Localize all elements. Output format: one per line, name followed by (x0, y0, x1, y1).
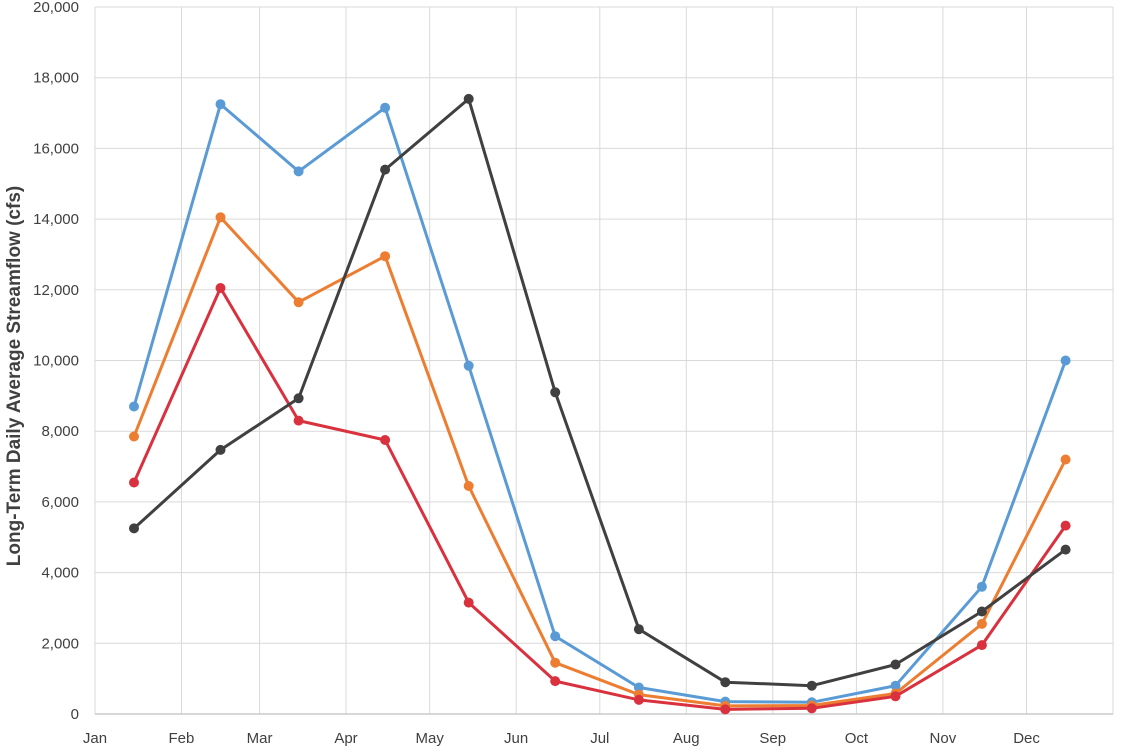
series-line (132, 286, 1067, 711)
series-lines (129, 93, 1071, 715)
y-tick-label: 0 (71, 706, 79, 723)
y-tick-label: 12,000 (33, 282, 79, 299)
data-point (976, 581, 987, 592)
x-tick-label: Dec (1013, 730, 1040, 747)
data-point (380, 435, 391, 445)
gridlines (94, 6, 1114, 715)
data-point (215, 283, 226, 293)
y-tick-label: 20,000 (33, 0, 79, 16)
series-4 (129, 93, 1071, 691)
y-tick-label: 2,000 (41, 635, 79, 652)
y-tick-label: 6,000 (41, 494, 79, 511)
data-point (976, 640, 987, 651)
y-tick-label: 14,000 (33, 211, 79, 228)
y-tick-label: 4,000 (41, 565, 79, 582)
data-point (129, 477, 139, 488)
y-tick-label: 18,000 (33, 70, 79, 87)
data-point (463, 481, 474, 491)
data-point (720, 704, 731, 715)
data-point (129, 523, 139, 534)
data-point (550, 676, 561, 687)
x-tick-label: Jun (504, 730, 528, 747)
data-point (633, 682, 644, 693)
data-point (806, 703, 817, 714)
x-tick-labels: Jan Feb Mar Apr May Jun Jul Aug Sep Oct Nov Dec (83, 730, 1040, 747)
y-tick-labels: 0 2,000 4,000 6,000 8,000 10,000 12,000 14,000 1… (33, 0, 79, 723)
data-point (890, 680, 901, 691)
y-tick-label: 10,000 (33, 353, 79, 370)
data-point (550, 631, 561, 642)
data-point (976, 606, 987, 617)
data-point (1060, 355, 1071, 366)
data-point (380, 251, 391, 262)
series-line (132, 215, 1067, 708)
data-point (720, 677, 731, 688)
data-point (463, 93, 474, 104)
data-point (215, 99, 226, 110)
data-point (293, 297, 304, 308)
x-tick-label: Apr (334, 730, 357, 747)
data-point (1060, 454, 1071, 465)
data-point (976, 618, 987, 629)
x-tick-label: Aug (673, 730, 700, 747)
data-point (550, 657, 561, 668)
data-point (806, 680, 817, 691)
data-point (633, 624, 644, 635)
x-tick-label: May (416, 730, 445, 747)
series-line (132, 102, 1068, 704)
data-point (550, 387, 561, 398)
data-point (129, 431, 139, 442)
data-point (1060, 544, 1071, 555)
data-point (463, 360, 474, 371)
data-point (215, 444, 226, 455)
data-point (463, 597, 474, 608)
data-point (293, 393, 304, 404)
data-point (215, 212, 226, 223)
data-point (380, 164, 391, 175)
data-point (293, 166, 304, 177)
y-axis-title: Long-Term Daily Average Streamflow (cfs) (4, 186, 25, 566)
data-point (380, 102, 391, 113)
x-tick-label: Jul (590, 730, 609, 747)
data-point (890, 659, 901, 670)
series-3 (129, 283, 1071, 715)
y-tick-label: 16,000 (33, 140, 79, 157)
x-tick-label: Mar (247, 730, 273, 747)
x-tick-label: Jan (83, 730, 107, 747)
x-tick-label: Oct (845, 730, 869, 747)
x-tick-label: Nov (930, 730, 957, 747)
x-tick-label: Feb (169, 730, 195, 747)
series-line (132, 97, 1067, 688)
data-point (293, 415, 304, 426)
data-point (129, 401, 139, 412)
data-point (633, 694, 644, 705)
x-tick-label: Sep (759, 730, 786, 747)
y-tick-label: 8,000 (41, 423, 79, 440)
data-point (1060, 520, 1071, 531)
data-point (890, 691, 901, 702)
